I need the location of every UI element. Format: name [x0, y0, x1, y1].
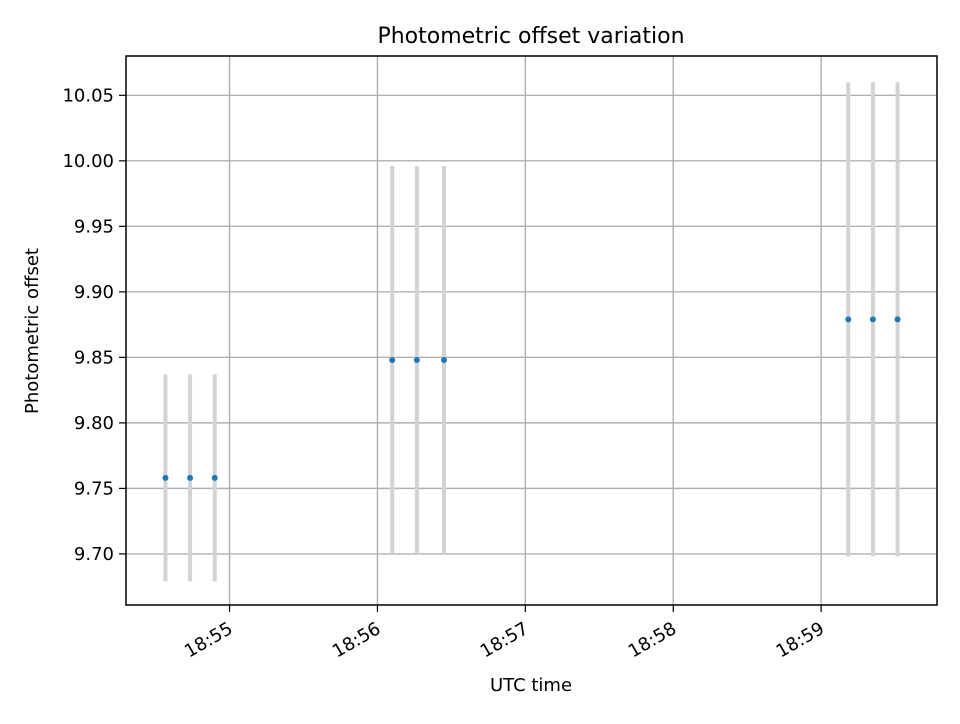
data-point [894, 316, 901, 323]
x-tick-label: 18:56 [329, 618, 384, 662]
data-point [845, 316, 852, 323]
data-point [413, 356, 420, 363]
y-tick-label: 10.00 [62, 151, 114, 172]
x-tick-label: 18:59 [773, 618, 828, 662]
y-tick-label: 9.80 [74, 413, 114, 434]
chart-title: Photometric offset variation [377, 24, 684, 49]
y-tick-label: 9.75 [74, 478, 114, 499]
x-tick-label: 18:55 [181, 618, 236, 662]
y-tick-label: 9.70 [74, 544, 114, 565]
data-point [187, 474, 194, 481]
x-tick-label: 18:57 [477, 618, 532, 662]
y-tick-label: 9.85 [74, 347, 114, 368]
point-layer [162, 316, 901, 481]
y-tick-label: 10.05 [62, 85, 114, 106]
data-point [162, 474, 169, 481]
data-point [389, 356, 396, 363]
errorbar-layer [163, 82, 900, 582]
x-axis-title: UTC time [490, 675, 572, 696]
data-point [211, 474, 218, 481]
x-tick-label: 18:58 [625, 618, 680, 662]
plot-frame [125, 55, 938, 606]
y-axis-title: Photometric offset [22, 248, 43, 414]
y-tick-label: 9.90 [74, 282, 114, 303]
grid-layer [126, 56, 937, 605]
data-point [869, 316, 876, 323]
y-tick-label: 9.95 [74, 216, 114, 237]
data-point [440, 356, 447, 363]
